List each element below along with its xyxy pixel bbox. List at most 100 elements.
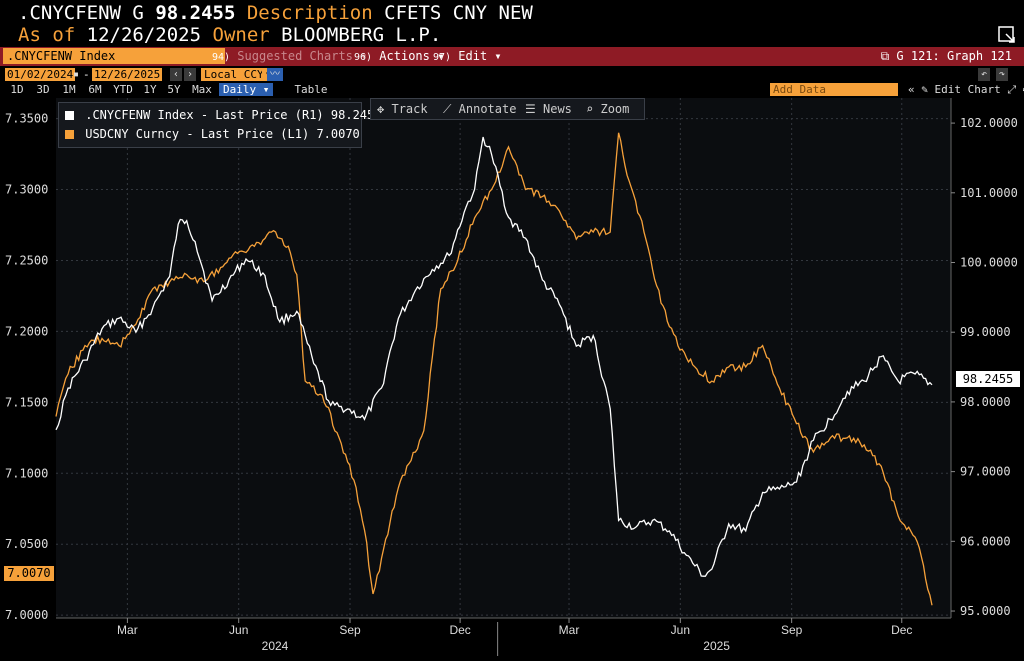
- news-icon: ☰: [525, 102, 536, 116]
- owner-value: BLOOMBERG L.P.: [281, 24, 442, 46]
- line-chart-icon[interactable]: 〰: [267, 68, 283, 81]
- legend-index-label: .CNYCFENW Index - Last Price (R1): [85, 108, 324, 122]
- prev-arrow-icon[interactable]: ‹: [170, 68, 182, 81]
- left-tick-label: 7.2000: [5, 324, 48, 338]
- redo-icon[interactable]: ↷: [996, 68, 1008, 81]
- gear-icon: ⚙: [1023, 83, 1024, 96]
- crosshair-icon: ✥: [377, 102, 385, 116]
- graph-label[interactable]: ⧉ G 121: Graph 121: [881, 48, 1012, 64]
- zoom-button[interactable]: ⌕ Zoom: [586, 99, 629, 119]
- edit-chart-button[interactable]: « ✎ Edit Chart ⤢ ⚙: [908, 83, 1024, 96]
- legend-swatch-orange: [65, 130, 74, 139]
- left-tick-label: 7.3500: [5, 112, 48, 126]
- range-1d[interactable]: 1D: [10, 83, 24, 96]
- end-date-field[interactable]: 12/26/2025: [92, 68, 163, 81]
- suggested-charts-menu[interactable]: 94) Suggested Charts ▾: [212, 49, 368, 63]
- year-label: 2025: [703, 639, 730, 653]
- right-tick-label: 97.0000: [960, 465, 1011, 479]
- range-6m[interactable]: 6M: [88, 83, 102, 96]
- right-tick-label: 98.0000: [960, 395, 1011, 409]
- calendar-icon[interactable]: ▪: [72, 69, 80, 80]
- description-value: CFETS CNY NEW: [384, 2, 533, 24]
- legend-swatch-white: [65, 111, 74, 120]
- index-last-value-tag: 98.2455: [956, 371, 1020, 387]
- currency-select[interactable]: Local CCY: [201, 68, 267, 81]
- actions-menu[interactable]: 96) Actions ▾: [354, 49, 445, 63]
- cnycfenw-series-line: [55, 136, 933, 577]
- edit-chart-label: Edit Chart: [934, 83, 1001, 96]
- range-ytd[interactable]: YTD: [113, 83, 133, 96]
- collapse-icon: «: [908, 83, 915, 96]
- legend-usdcny-value: 7.0070: [316, 127, 360, 141]
- right-tick-label: 95.0000: [960, 604, 1011, 618]
- x-tick-label: Mar: [117, 623, 138, 637]
- edit-menu[interactable]: 97) Edit ▾: [433, 49, 502, 63]
- x-tick-label: Dec: [449, 623, 470, 637]
- range-1y[interactable]: 1Y: [143, 83, 157, 96]
- legend: .CNYCFENW Index - Last Price (R1) 98.245…: [58, 102, 381, 148]
- right-tick-label: 96.0000: [960, 534, 1011, 548]
- x-axis-band: [56, 618, 951, 661]
- next-arrow-icon[interactable]: ›: [184, 68, 196, 81]
- chart[interactable]: 7.3500 7.3000 7.2500 7.2000 7.1500 7.1000 7.05…: [0, 98, 1024, 661]
- right-axis-labels: 102.0000 101.0000 100.0000 99.0000 98.0000 97…: [951, 116, 1018, 618]
- news-button[interactable]: ☰ News: [525, 99, 572, 119]
- news-label: News: [543, 102, 572, 116]
- expand-icon[interactable]: [998, 26, 1016, 44]
- legend-entry-usdcny[interactable]: USDCNY Curncy - Last Price (L1) 7.0070: [65, 125, 360, 143]
- asof-label: As of: [18, 24, 76, 46]
- external-link-icon: ⧉: [880, 49, 890, 63]
- track-button[interactable]: ✥ Track: [377, 99, 428, 119]
- undo-icon[interactable]: ↶: [978, 68, 990, 81]
- asof-header: As of 12/26/2025 Owner BLOOMBERG L.P.: [18, 24, 441, 46]
- ticker: .CNYCFENW: [18, 2, 121, 24]
- right-tick-label: 99.0000: [960, 325, 1011, 339]
- suggested-charts-number: 94): [212, 52, 231, 63]
- legend-index-value: 98.2455: [330, 108, 382, 122]
- left-tick-label: 7.2500: [5, 253, 48, 267]
- left-tick-label: 7.1000: [5, 466, 48, 480]
- frequency-select[interactable]: Daily ▾: [219, 83, 274, 96]
- start-date-field[interactable]: 01/02/2024: [5, 68, 76, 81]
- right-tick-label: 100.0000: [960, 256, 1018, 270]
- range-3d[interactable]: 3D: [36, 83, 50, 96]
- last-price: 98.2455: [155, 2, 236, 24]
- ticker-suffix: G: [132, 2, 144, 24]
- add-data-input[interactable]: Add Data: [770, 83, 898, 96]
- actions-label: Actions: [379, 49, 430, 63]
- asof-value: 12/26/2025: [86, 24, 202, 46]
- legend-entry-index[interactable]: .CNYCFENW Index - Last Price (R1) 98.245…: [65, 106, 381, 124]
- left-tick-label: 7.3000: [5, 183, 48, 197]
- range-max[interactable]: Max: [192, 83, 212, 96]
- annotate-button[interactable]: ⟋ Annotate: [443, 99, 516, 119]
- owner-label: Owner: [212, 24, 270, 46]
- graph-name: G 121: Graph 121: [896, 49, 1012, 63]
- x-tick-label: Mar: [559, 623, 580, 637]
- grid: [56, 98, 952, 619]
- table-button[interactable]: Table: [294, 83, 328, 96]
- x-tick-label: Jun: [229, 623, 248, 637]
- x-tick-label: Sep: [781, 623, 803, 637]
- pencil-icon: ✎: [921, 83, 928, 96]
- left-tick-label: 7.0000: [5, 608, 48, 622]
- usdcny-series-line: [55, 132, 933, 606]
- legend-usdcny-label: USDCNY Curncy - Last Price (L1): [85, 127, 310, 141]
- suggested-charts-label: Suggested Charts: [237, 49, 353, 63]
- x-tick-label: Sep: [339, 623, 361, 637]
- security-field[interactable]: .CNYCFENW Index: [3, 48, 225, 64]
- x-axis: Mar Jun Sep Dec Mar Jun Sep Dec 2024 2025: [117, 618, 912, 656]
- x-tick-label: Jun: [671, 623, 690, 637]
- edit-label: Edit: [458, 49, 488, 63]
- description-label: Description: [246, 2, 373, 24]
- range-5y[interactable]: 5Y: [167, 83, 181, 96]
- x-tick-label: Dec: [891, 623, 912, 637]
- zoom-label: Zoom: [600, 102, 630, 116]
- resize-icon: ⤢: [1007, 83, 1017, 96]
- actions-number: 96): [354, 52, 373, 63]
- range-1m[interactable]: 1M: [62, 83, 76, 96]
- right-tick-label: 101.0000: [960, 186, 1018, 200]
- magnifier-icon: ⌕: [586, 102, 594, 116]
- security-header: .CNYCFENW G 98.2455 Description CFETS CN…: [18, 2, 533, 24]
- left-axis-labels: 7.3500 7.3000 7.2500 7.2000 7.1500 7.1000 7.05…: [5, 112, 48, 623]
- year-label: 2024: [262, 639, 289, 653]
